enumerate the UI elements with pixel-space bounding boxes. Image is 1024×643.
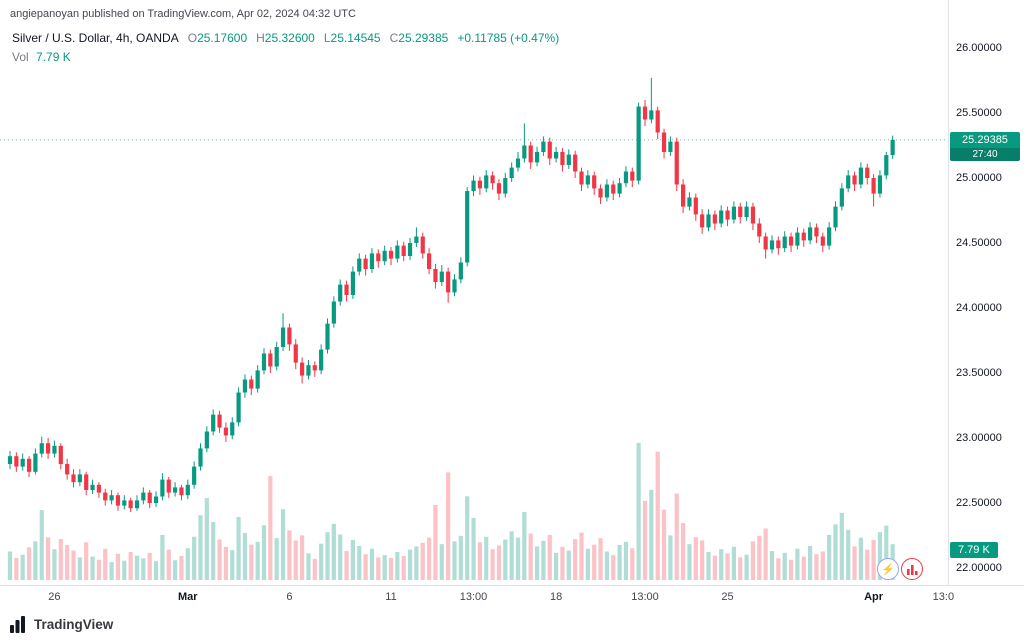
price-tick-label: 22.00000 <box>956 562 1002 574</box>
bar-chart-icon <box>906 564 918 575</box>
time-tick-label: 13:0 <box>932 591 955 603</box>
volume-legend[interactable]: Vol 7.79 K <box>12 50 71 64</box>
open-value: O25.17600 <box>187 31 248 45</box>
tradingview-logo-icon <box>10 616 25 633</box>
time-tick-label: Mar <box>178 591 198 603</box>
time-tick-label: 26 <box>48 591 61 603</box>
tradingview-wordmark: TradingView <box>34 617 114 632</box>
price-tick-label: 24.00000 <box>956 302 1002 314</box>
time-tick-label: 13:00 <box>631 591 659 603</box>
time-tick-label: 25 <box>721 591 734 603</box>
reaction-stickers: ⚡ <box>877 558 923 580</box>
volume-badge: 7.79 K <box>950 542 998 558</box>
last-price-value: 25.29385 <box>950 131 1020 148</box>
price-axis[interactable]: 26.00000 25.50000 25.00000 24.50000 24.00000… <box>948 0 1024 585</box>
price-tick-label: 23.50000 <box>956 367 1002 379</box>
bar-countdown: 27:40 <box>950 147 1020 161</box>
price-tick-label: 25.00000 <box>956 172 1002 184</box>
volume-label: Vol <box>12 50 29 64</box>
close-value: C25.29385 <box>389 31 449 45</box>
time-tick-label: 11 <box>385 591 397 603</box>
volume-value: 7.79 K <box>36 50 71 64</box>
time-tick-label: 6 <box>286 591 293 603</box>
price-tick-label: 26.00000 <box>956 42 1002 54</box>
time-tick-label: 13:00 <box>459 591 488 603</box>
high-value: H25.32600 <box>256 31 315 45</box>
boost-lightning-icon[interactable]: ⚡ <box>877 558 899 580</box>
change-value: +0.11785 (+0.47%) <box>457 31 560 45</box>
symbol-legend[interactable]: Silver / U.S. Dollar, 4h, OANDA O25.1760… <box>12 31 559 45</box>
time-tick-label: Apr <box>864 591 884 603</box>
attribution-text: angiepanoyan published on TradingView.co… <box>10 8 356 20</box>
symbol-title: Silver / U.S. Dollar, 4h, OANDA <box>12 31 179 45</box>
chart-bars-reaction-icon[interactable] <box>901 558 923 580</box>
tradingview-footer[interactable]: TradingView <box>10 616 113 633</box>
last-price-badge: 25.29385 27:40 <box>950 131 1020 161</box>
time-tick-label: 18 <box>549 591 563 603</box>
price-tick-label: 24.50000 <box>956 237 1002 249</box>
low-value: L25.14545 <box>323 31 381 45</box>
time-axis[interactable]: 26 Mar 6 11 13:00 18 13:00 25 Apr 13:0 <box>0 585 1024 611</box>
price-tick-label: 23.00000 <box>956 432 1002 444</box>
price-tick-label: 25.50000 <box>956 107 1002 119</box>
price-tick-label: 22.50000 <box>956 497 1002 509</box>
